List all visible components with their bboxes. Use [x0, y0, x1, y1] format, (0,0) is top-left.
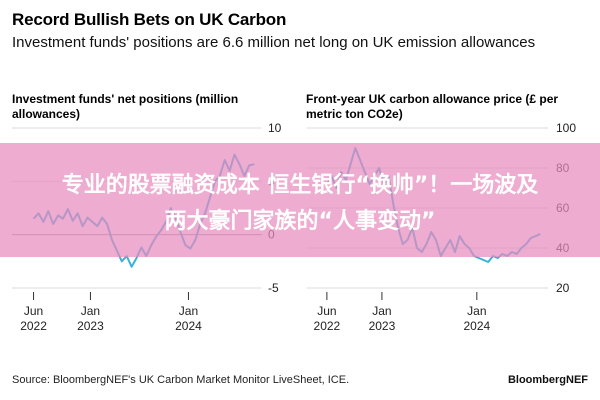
right-xtick-label: Jan	[467, 304, 486, 318]
chart-title: Record Bullish Bets on UK Carbon	[12, 10, 287, 29]
right-ytick-label: 20	[556, 281, 570, 295]
left-xtick-label: 2024	[175, 319, 202, 333]
source-note: Source: BloombergNEF's UK Carbon Market …	[12, 374, 350, 386]
chart-subtitle: Investment funds' positions are 6.6 mill…	[12, 34, 536, 51]
overlay-line-1: 专业的股票融资成本 恒生银行“换帅”！一场波及	[61, 173, 539, 198]
overlay-banner: 专业的股票融资成本 恒生银行“换帅”！一场波及 两大豪门家族的“人事变动”	[0, 143, 600, 257]
left-xtick-label: Jan	[81, 304, 100, 318]
right-xtick-label: Jan	[372, 304, 391, 318]
overlay-line-2: 两大豪门家族的“人事变动”	[164, 209, 436, 234]
brand-logo: BloombergNEF	[507, 374, 588, 386]
left-xtick-label: 2022	[20, 319, 47, 333]
left-panel-title: Investment funds' net positions (million…	[12, 92, 239, 121]
right-ytick-label: 100	[556, 121, 576, 135]
right-xtick-label: Jun	[317, 304, 336, 318]
right-xtick-label: 2024	[463, 319, 490, 333]
right-panel-title: Front-year UK carbon allowance price (£ …	[306, 92, 559, 121]
left-xtick-label: 2023	[77, 319, 104, 333]
left-ytick-label: 10	[268, 121, 282, 135]
left-xtick-label: Jan	[179, 304, 198, 318]
right-xtick-label: 2023	[369, 319, 396, 333]
right-xtick-label: 2022	[314, 319, 341, 333]
left-ytick-label: -5	[268, 281, 279, 295]
left-xtick-label: Jun	[24, 304, 43, 318]
